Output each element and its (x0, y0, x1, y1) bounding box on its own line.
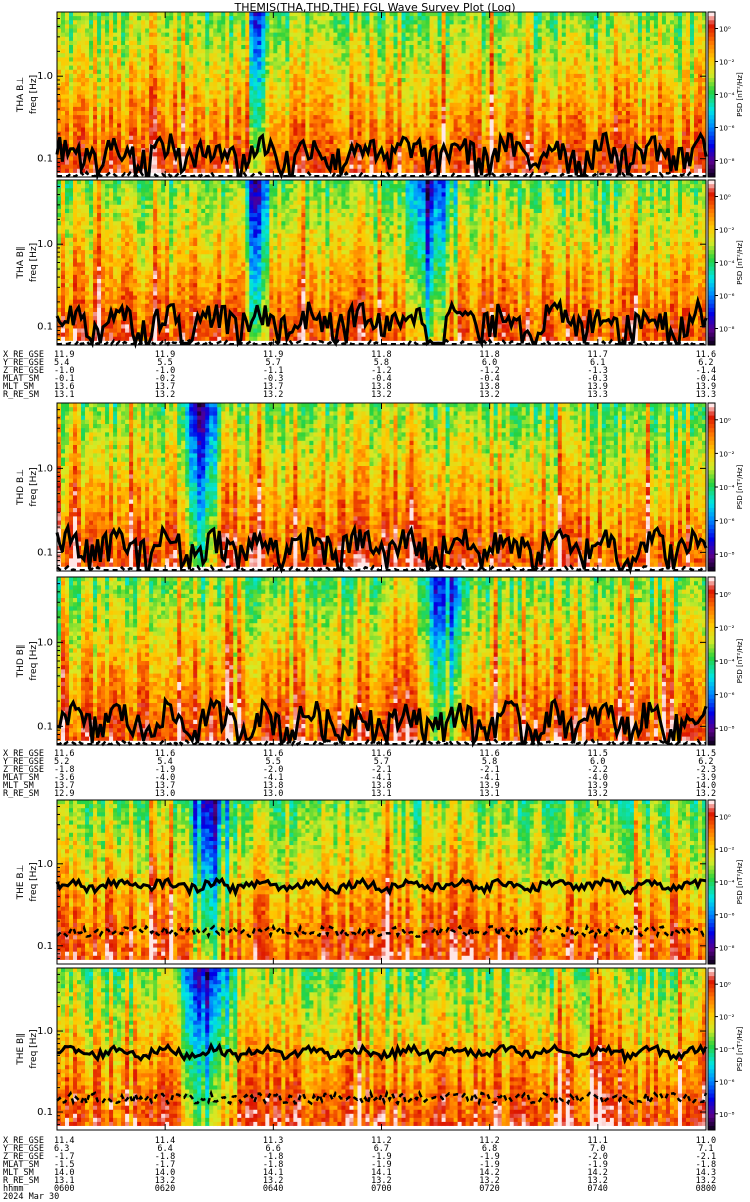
colorbar-label: PSD [nT²/Hz] (736, 240, 744, 285)
y-tick-label: 1.0 (37, 463, 53, 474)
spectrogram-panel-4: 0.1 1.0 THD B∥freq [Hz] 10⁻⁸ 10⁻⁶ 10⁻⁴ 10⁻² 10⁰… (16, 577, 744, 746)
panel-label: THA B⊥ (16, 77, 26, 113)
colorbar-tick-label: 10⁰ (719, 981, 731, 989)
colorbar-tick-label: 10⁻⁶ (719, 518, 735, 526)
colorbar-tick-label: 10⁻² (719, 846, 735, 854)
panel-ylabel: freq [Hz] (29, 467, 39, 506)
colorbar-tick-label: 10⁻⁶ (719, 692, 735, 700)
ephemeris-value: 13.3 (696, 391, 716, 399)
ephemeris-value: 13.1 (54, 391, 74, 399)
colorbar-tick-label: 10⁰ (719, 813, 731, 821)
colorbar-tick-label: 10⁻⁶ (719, 293, 735, 301)
ephemeris-value: 13.2 (479, 391, 499, 399)
colorbar-tick-label: 10⁻⁶ (719, 125, 735, 133)
colorbar-tick-label: 10⁻⁴ (719, 658, 735, 666)
ephemeris-label: R_RE_SM (3, 391, 39, 399)
colorbar-tick-label: 10⁻² (719, 227, 735, 235)
ephemeris-value: 13.1 (371, 790, 391, 798)
panel-label: THD B∥ (16, 645, 26, 679)
colorbar-tick-label: 10⁻⁶ (719, 1078, 735, 1086)
y-tick-label: 0.1 (37, 154, 53, 165)
panel-ylabel: freq [Hz] (29, 75, 39, 114)
colorbar-label: PSD [nT²/Hz] (736, 859, 744, 904)
colorbar-tick-label: 10⁻⁴ (719, 92, 735, 100)
colorbar-tick-label: 10⁻⁴ (719, 879, 735, 887)
ephemeris-value: 13.2 (587, 790, 607, 798)
colorbar-tick-label: 10⁻⁴ (719, 484, 735, 492)
colorbar-tick-label: 10⁻⁸ (719, 551, 735, 559)
spectrogram-panel-3: 0.1 1.0 THD B⊥freq [Hz] 10⁻⁸ 10⁻⁶ 10⁻⁴ 10⁻² 10⁰… (16, 403, 744, 572)
colorbar-tick-label: 10⁻² (719, 1014, 735, 1022)
y-tick-label: 0.1 (37, 1107, 53, 1118)
colorbar-tick-label: 10⁻⁸ (719, 158, 735, 166)
ephemeris-value: 0720 (479, 1185, 499, 1193)
y-tick-label: 0.1 (37, 322, 53, 333)
ephemeris-value: 0740 (587, 1185, 607, 1193)
colorbar-tick-label: 10⁻² (719, 450, 735, 458)
colorbar-tick-label: 10⁻⁸ (719, 945, 735, 953)
colorbar-label: PSD [nT²/Hz] (736, 464, 744, 509)
ephemeris-value: 13.0 (263, 790, 283, 798)
ephemeris-value: 0800 (696, 1185, 716, 1193)
y-tick-label: 1.0 (37, 239, 53, 250)
y-tick-label: 1.0 (37, 637, 53, 648)
ephemeris-label: R_RE_SM (3, 790, 39, 798)
ephemeris-value: 13.2 (696, 790, 716, 798)
panel-ylabel: freq [Hz] (29, 243, 39, 282)
colorbar-label: PSD [nT²/Hz] (736, 72, 744, 117)
colorbar-tick-label: 10⁰ (719, 591, 731, 599)
y-tick-label: 1.0 (37, 1026, 53, 1037)
colorbar-tick-label: 10⁻⁸ (719, 1111, 735, 1119)
colorbar-label: PSD [nT²/Hz] (736, 1026, 744, 1071)
ephemeris-value: 0640 (263, 1185, 283, 1193)
y-tick-label: 0.1 (37, 721, 53, 732)
y-tick-label: 0.1 (37, 547, 53, 558)
panel-label: THA B∥ (16, 247, 26, 280)
colorbar-tick-label: 10⁻⁸ (719, 725, 735, 733)
panel-label: THE B⊥ (16, 864, 26, 900)
spectrogram-panel-2: 0.1 1.0 THA B∥freq [Hz] 10⁻⁸ 10⁻⁶ 10⁻⁴ 10⁻² 10⁰… (16, 180, 744, 346)
ephemeris-value: 12.9 (54, 790, 74, 798)
colorbar-tick-label: 10⁻⁶ (719, 912, 735, 920)
y-tick-label: 1.0 (37, 71, 53, 82)
colorbar-tick-label: 10⁰ (719, 417, 731, 425)
panel-label: THD B⊥ (16, 469, 26, 506)
colorbar-tick-label: 10⁻² (719, 624, 735, 632)
ephemeris-value: 13.2 (263, 391, 283, 399)
ephemeris-value: 13.2 (155, 391, 175, 399)
spectrogram-panel-6: 0.1 1.0 THE B∥freq [Hz] 10⁻⁸ 10⁻⁶ 10⁻⁴ 10⁻² 10⁰… (16, 968, 744, 1131)
colorbar-tick-label: 10⁰ (719, 26, 731, 34)
panel-ylabel: freq [Hz] (29, 641, 39, 680)
colorbar-tick-label: 10⁰ (719, 194, 731, 202)
spectrogram-panel-1: 0.1 1.0 THA B⊥freq [Hz] 10⁻⁸ 10⁻⁶ 10⁻⁴ 10⁻² 10⁰… (16, 12, 744, 178)
colorbar-tick-label: 10⁻⁴ (719, 260, 735, 268)
y-tick-label: 1.0 (37, 859, 53, 870)
panel-ylabel: freq [Hz] (29, 862, 39, 901)
ephemeris-value: 13.0 (155, 790, 175, 798)
spectrogram-panel-5: 0.1 1.0 THE B⊥freq [Hz] 10⁻⁸ 10⁻⁶ 10⁻⁴ 10⁻² 10⁰… (16, 800, 744, 965)
panel-ylabel: freq [Hz] (29, 1029, 39, 1068)
colorbar-tick-label: 10⁻² (719, 59, 735, 67)
ephemeris-value: 0620 (155, 1185, 175, 1193)
ephemeris-value: 0700 (371, 1185, 391, 1193)
ephemeris-value: 13.1 (479, 790, 499, 798)
ephemeris-value: 13.2 (371, 391, 391, 399)
ephemeris-value: 13.3 (587, 391, 607, 399)
y-tick-label: 0.1 (37, 941, 53, 952)
colorbar-label: PSD [nT²/Hz] (736, 638, 744, 683)
colorbar-tick-label: 10⁻⁴ (719, 1046, 735, 1054)
colorbar-tick-label: 10⁻⁸ (719, 326, 735, 334)
panel-label: THE B∥ (16, 1033, 26, 1066)
